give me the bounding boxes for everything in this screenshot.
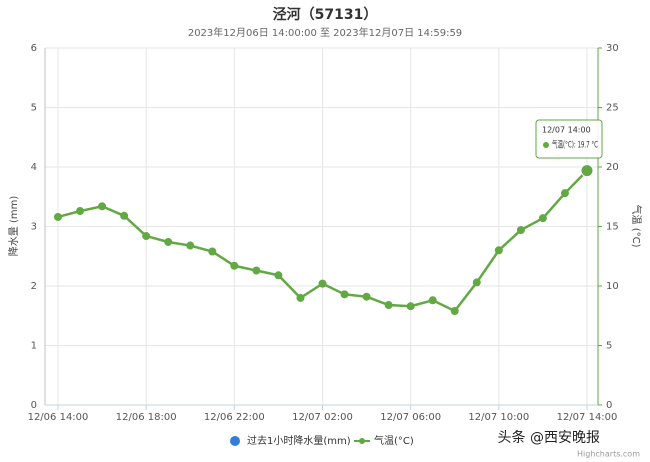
legend-label: 气温(°C): [374, 434, 414, 447]
data-point: [120, 211, 129, 220]
y2-tick-label: 25: [606, 103, 619, 114]
data-point: [472, 278, 481, 287]
y-tick-label: 5: [31, 103, 37, 114]
y2-tick-label: 20: [606, 162, 619, 173]
data-point: [340, 290, 349, 299]
y-axis-title: 降水量 (mm): [7, 196, 20, 257]
watermark: 头条 @西安晚报: [498, 429, 600, 446]
chart-subtitle: 2023年12月06日 14:00:00 至 2023年12月07日 14:59…: [188, 26, 462, 39]
y-tick-label: 4: [31, 162, 37, 173]
data-point: [274, 271, 283, 280]
y2-tick-label: 10: [606, 281, 619, 292]
data-point: [186, 241, 195, 250]
tooltip-marker: [543, 142, 549, 148]
data-point: [98, 202, 107, 211]
legend-label: 过去1小时降水量(mm): [247, 434, 351, 447]
chart-title: 泾河（57131）: [273, 6, 378, 23]
data-point: [560, 189, 569, 198]
x-tick-label: 12/07 06:00: [380, 412, 441, 423]
y-tick-label: 2: [31, 281, 37, 292]
data-point: [318, 279, 327, 288]
tooltip-box: [535, 119, 603, 159]
y2-tick-label: 5: [606, 341, 612, 352]
tooltip-text: 气温(°C): 19.7 °C: [552, 139, 598, 151]
data-point: [164, 237, 173, 246]
data-point: [76, 207, 85, 216]
data-point: [406, 302, 415, 311]
y-tick-label: 1: [31, 341, 37, 352]
x-tick-label: 12/06 14:00: [28, 412, 89, 423]
y-tick-label: 0: [31, 400, 37, 411]
data-point: [538, 214, 547, 223]
x-tick-label: 12/06 18:00: [116, 412, 177, 423]
legend-marker: [359, 438, 365, 444]
data-point: [362, 292, 371, 301]
x-tick-label: 12/07 14:00: [557, 412, 618, 423]
data-point: [142, 232, 151, 241]
y-tick-label: 6: [31, 43, 37, 54]
legend-marker: [230, 436, 240, 446]
credits: Highcharts.com: [577, 450, 640, 459]
data-point: [230, 261, 239, 270]
x-tick-label: 12/07 10:00: [468, 412, 529, 423]
data-point: [384, 301, 393, 310]
data-point: [494, 246, 503, 255]
y2-axis-title: 气温 (°C): [630, 205, 643, 248]
data-point: [428, 296, 437, 305]
x-tick-label: 12/07 02:00: [292, 412, 353, 423]
data-point: [450, 306, 459, 315]
data-point: [580, 164, 594, 178]
data-point: [516, 226, 525, 235]
tooltip: 12/07 14:00 气温(°C): 19.7 °C: [535, 119, 603, 159]
data-point: [54, 212, 62, 221]
tooltip-title: 12/07 14:00: [542, 126, 591, 135]
y-tick-label: 3: [31, 222, 37, 233]
y2-tick-label: 30: [606, 43, 619, 54]
data-point: [252, 266, 261, 275]
x-tick-label: 12/06 22:00: [204, 412, 265, 423]
data-point: [296, 293, 305, 302]
y2-tick-label: 15: [606, 222, 619, 233]
y2-tick-label: 0: [606, 400, 612, 411]
data-point: [208, 247, 217, 256]
